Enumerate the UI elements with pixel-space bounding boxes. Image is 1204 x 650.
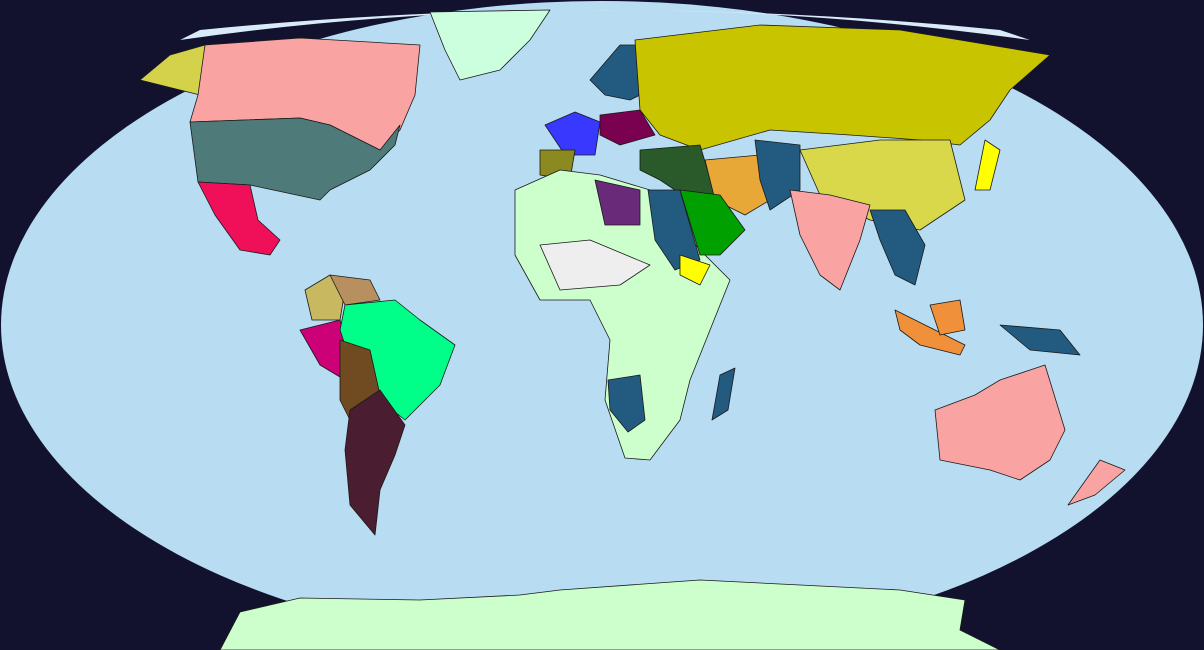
region-colombia[interactable] bbox=[304, 274, 346, 321]
region-india[interactable] bbox=[789, 189, 871, 291]
region-greenland[interactable] bbox=[429, 9, 551, 81]
region-argentina[interactable] bbox=[344, 389, 406, 536]
region-central-asia[interactable] bbox=[754, 139, 801, 211]
region-southern-africa[interactable] bbox=[607, 374, 646, 433]
arctic-ice bbox=[180, 10, 1030, 40]
region-unclaimed-sahel[interactable] bbox=[539, 239, 651, 291]
region-new-zealand[interactable] bbox=[1067, 459, 1126, 506]
region-venezuela[interactable] bbox=[329, 274, 381, 306]
region-austria[interactable] bbox=[599, 109, 656, 146]
region-antarctica[interactable] bbox=[219, 579, 1001, 650]
region-new-guinea[interactable] bbox=[999, 324, 1081, 356]
region-madagascar[interactable] bbox=[711, 367, 736, 421]
region-mexico[interactable] bbox=[197, 181, 281, 256]
region-japan[interactable] bbox=[974, 139, 1001, 191]
region-ethiopia[interactable] bbox=[679, 254, 711, 286]
region-southeast-asia[interactable] bbox=[869, 209, 926, 286]
region-borneo[interactable] bbox=[929, 299, 966, 336]
region-indonesia[interactable] bbox=[894, 309, 966, 356]
region-australia[interactable] bbox=[934, 364, 1066, 481]
region-libya[interactable] bbox=[594, 179, 641, 226]
region-arabia[interactable] bbox=[679, 189, 746, 256]
